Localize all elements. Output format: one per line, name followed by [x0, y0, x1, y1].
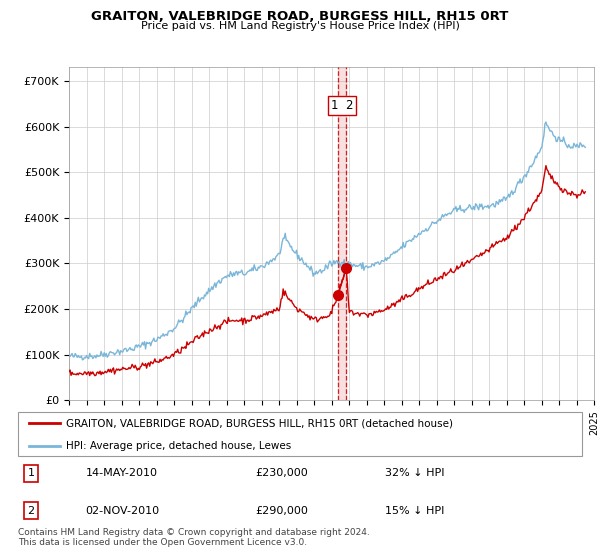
Text: 02-NOV-2010: 02-NOV-2010: [86, 506, 160, 516]
FancyBboxPatch shape: [18, 412, 582, 456]
Text: 15% ↓ HPI: 15% ↓ HPI: [385, 506, 444, 516]
Text: 1  2: 1 2: [331, 99, 353, 112]
Text: 2: 2: [28, 506, 35, 516]
Text: HPI: Average price, detached house, Lewes: HPI: Average price, detached house, Lewe…: [66, 441, 291, 451]
Text: £230,000: £230,000: [255, 468, 308, 478]
Bar: [338, 67, 346, 400]
Text: GRAITON, VALEBRIDGE ROAD, BURGESS HILL, RH15 0RT: GRAITON, VALEBRIDGE ROAD, BURGESS HILL, …: [91, 10, 509, 23]
Text: GRAITON, VALEBRIDGE ROAD, BURGESS HILL, RH15 0RT (detached house): GRAITON, VALEBRIDGE ROAD, BURGESS HILL, …: [66, 418, 453, 428]
Text: 1: 1: [28, 468, 34, 478]
Text: Price paid vs. HM Land Registry's House Price Index (HPI): Price paid vs. HM Land Registry's House …: [140, 21, 460, 31]
Text: Contains HM Land Registry data © Crown copyright and database right 2024.
This d: Contains HM Land Registry data © Crown c…: [18, 528, 370, 547]
Text: 14-MAY-2010: 14-MAY-2010: [86, 468, 158, 478]
Text: 32% ↓ HPI: 32% ↓ HPI: [385, 468, 444, 478]
Text: £290,000: £290,000: [255, 506, 308, 516]
